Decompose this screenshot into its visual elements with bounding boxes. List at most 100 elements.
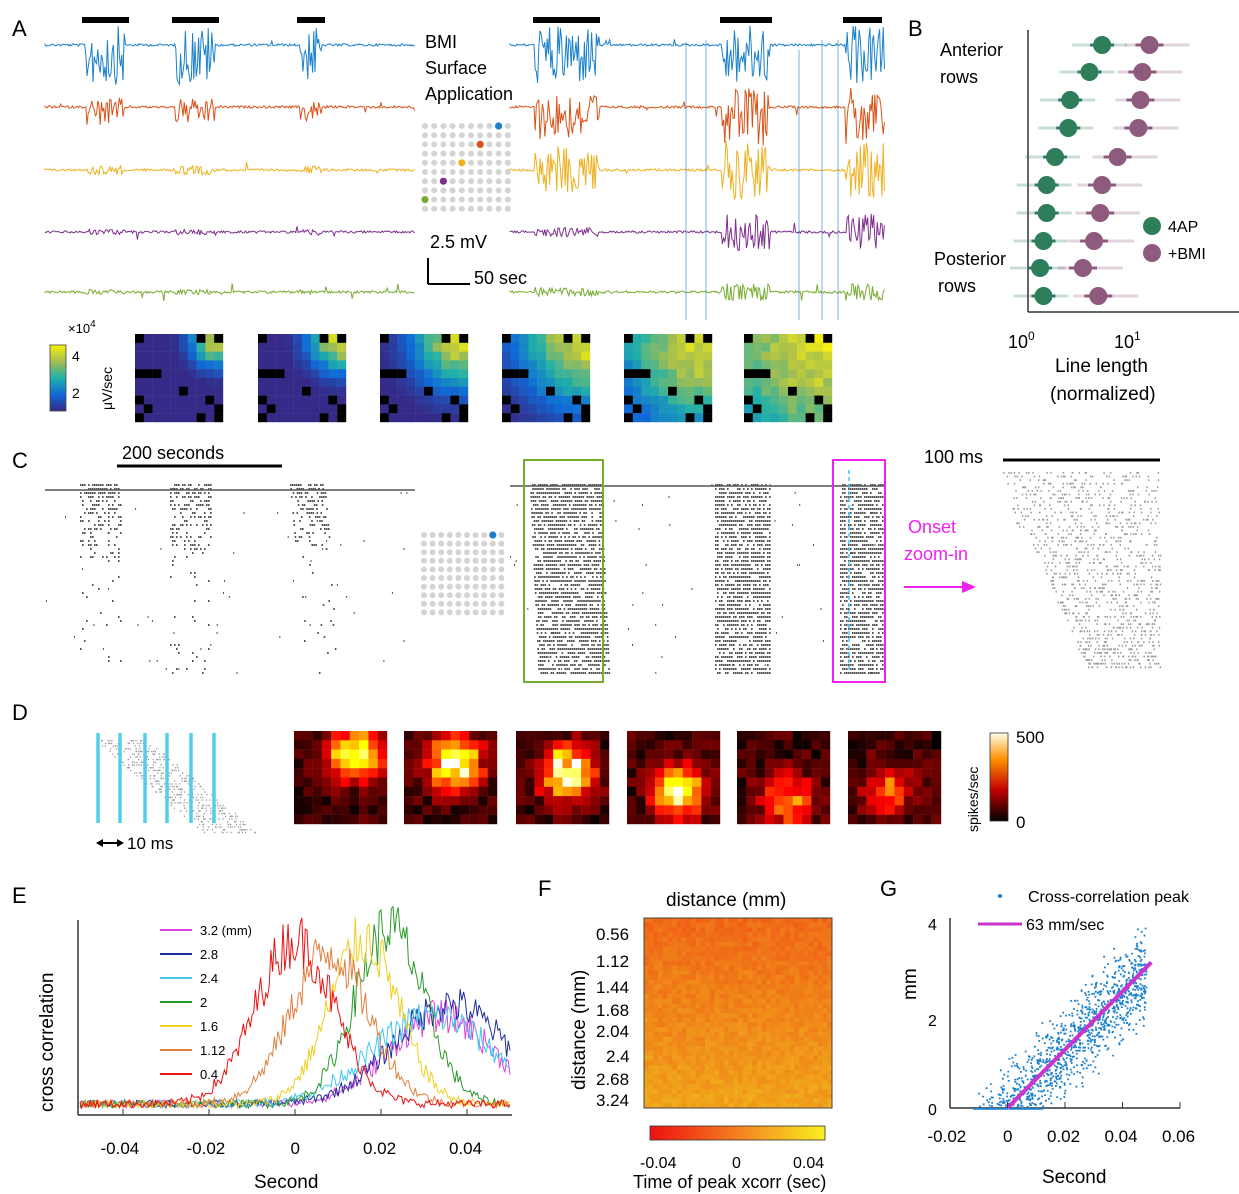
heat-cell (827, 979, 833, 985)
map-pixel (755, 777, 766, 787)
heat-cell (653, 932, 659, 938)
heat-cell (681, 1008, 687, 1014)
heat-cell (723, 951, 729, 957)
heat-cell (644, 1074, 649, 1080)
heat-cell (733, 1084, 739, 1090)
heat-cell (817, 984, 823, 990)
map-pixel (676, 369, 686, 379)
onset-zoom-raster (1003, 472, 1162, 669)
heat-cell (780, 1065, 786, 1071)
grid-electrode (429, 609, 436, 616)
map-pixel (187, 334, 197, 343)
heat-cell (662, 1070, 668, 1076)
map-pixel (694, 378, 704, 387)
heat-cell (766, 1065, 772, 1071)
grid-electrode (464, 532, 470, 538)
heat-cell (695, 1079, 701, 1085)
map-pixel (377, 768, 388, 778)
heat-cell (700, 1032, 706, 1038)
map-pixel (572, 378, 582, 387)
map-pixel (682, 740, 693, 750)
heat-cell (672, 965, 678, 971)
heat-cell (780, 1089, 786, 1095)
map-pixel (641, 360, 651, 370)
map-pixel (528, 378, 538, 387)
heat-cell (700, 1041, 706, 1047)
heat-cell (667, 1093, 673, 1099)
heat-cell (799, 1036, 805, 1042)
heat-cell (742, 918, 748, 924)
heat-cell (752, 951, 758, 957)
heat-cell (681, 1070, 687, 1076)
heat-cell (719, 1065, 725, 1071)
heat-cell (742, 1098, 748, 1104)
map-pixel (676, 360, 686, 370)
grid-electrode (455, 540, 462, 547)
point-bmi (1133, 63, 1152, 81)
heat-cell (662, 1089, 668, 1095)
heat-cell (770, 1022, 776, 1028)
grid-electrode (498, 600, 505, 607)
heat-cell (827, 965, 833, 971)
heat-cell (676, 1013, 682, 1019)
map-pixel (590, 749, 600, 760)
point-bmi (1131, 91, 1150, 109)
heat-cell (723, 1032, 729, 1038)
heat-cell (653, 1070, 659, 1076)
heat-cell (752, 1055, 758, 1061)
map-pixel (214, 413, 224, 423)
heat-cell (667, 1070, 673, 1076)
heat-cell (752, 1089, 758, 1095)
heat-cell (752, 998, 758, 1004)
map-pixel (432, 413, 442, 423)
grid-electrode (449, 150, 456, 157)
map-pixel (537, 386, 547, 396)
heat-cell (700, 989, 706, 995)
map-pixel (415, 360, 425, 370)
map-pixel (664, 758, 674, 769)
heat-cell (747, 956, 753, 962)
heat-cell (822, 1070, 828, 1076)
heat-cell (756, 1055, 762, 1061)
grid-electrode (498, 532, 505, 538)
heat-cell (803, 979, 809, 985)
heat-cell (723, 1060, 729, 1066)
legend-label-1: 2.8 (200, 947, 218, 962)
map-pixel (857, 740, 867, 750)
map-pixel (744, 386, 753, 396)
map-pixel (441, 805, 451, 815)
grid-electrode (446, 532, 453, 538)
grid-electrode (489, 540, 496, 547)
heat-cell (648, 1017, 654, 1023)
map-pixel (303, 731, 313, 741)
heat-cell (648, 927, 654, 933)
legend-label-0: 3.2 (mm) (200, 923, 252, 938)
map-pixel (537, 404, 547, 414)
heat-cell (714, 922, 720, 928)
heat-cell (662, 1017, 668, 1023)
map-pixel (645, 786, 656, 797)
map-pixel (293, 369, 303, 379)
map-pixel (562, 731, 572, 741)
heat-cell (789, 1013, 795, 1019)
heat-cell (747, 1093, 753, 1099)
heat-cell (747, 975, 753, 981)
panel-d: D 10 ms 500 0 spikes/sec (12, 700, 1044, 853)
map-pixel (293, 351, 303, 361)
heat-cell (770, 1055, 776, 1061)
map-pixel (562, 777, 572, 787)
heat-cell (822, 946, 828, 952)
heat-cell (719, 1070, 725, 1076)
heat-cell (799, 1003, 805, 1009)
heat-cell (747, 932, 753, 938)
map-pixel (875, 814, 886, 825)
heat-cell (695, 1051, 701, 1057)
map-pixel (913, 758, 923, 769)
map-pixel (510, 342, 520, 352)
map-pixel (459, 768, 470, 778)
map-pixel (636, 786, 646, 797)
map-pixel (632, 360, 642, 370)
map-pixel (796, 413, 806, 423)
map-pixel (487, 749, 498, 760)
heat-cell (672, 927, 678, 933)
